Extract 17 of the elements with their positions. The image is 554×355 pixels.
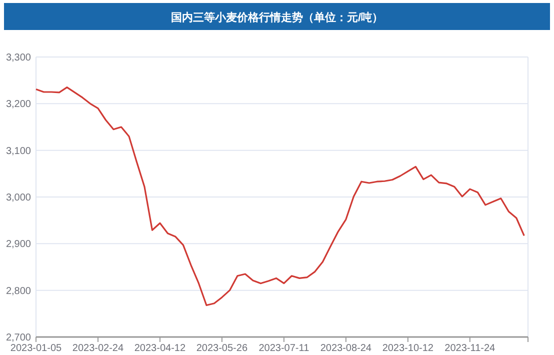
x-tick-label: 2023-02-24 [72, 343, 124, 354]
y-tick-label: 2,700 [6, 332, 32, 344]
x-tick-label: 2023-01-05 [10, 343, 62, 354]
x-tick-label: 2023-10-12 [382, 343, 434, 354]
y-tick-label: 3,200 [6, 99, 32, 110]
x-tick-label: 2023-05-26 [196, 343, 248, 354]
y-tick-label: 2,800 [6, 286, 32, 297]
x-tick-label: 2023-08-24 [320, 343, 372, 354]
y-tick-label: 3,000 [6, 192, 32, 204]
x-tick-label: 2023-04-12 [134, 343, 186, 354]
y-tick-label: 3,100 [6, 146, 32, 157]
y-tick-label: 3,300 [6, 52, 32, 64]
line-series [35, 86, 525, 306]
x-tick-label: 2023-07-11 [258, 343, 310, 354]
x-tick-label: 2023-11-24 [444, 343, 496, 354]
chart-title: 国内三等小麦价格行情走势（单位：元/吨） [170, 11, 384, 24]
y-tick-label: 2,900 [6, 239, 32, 250]
